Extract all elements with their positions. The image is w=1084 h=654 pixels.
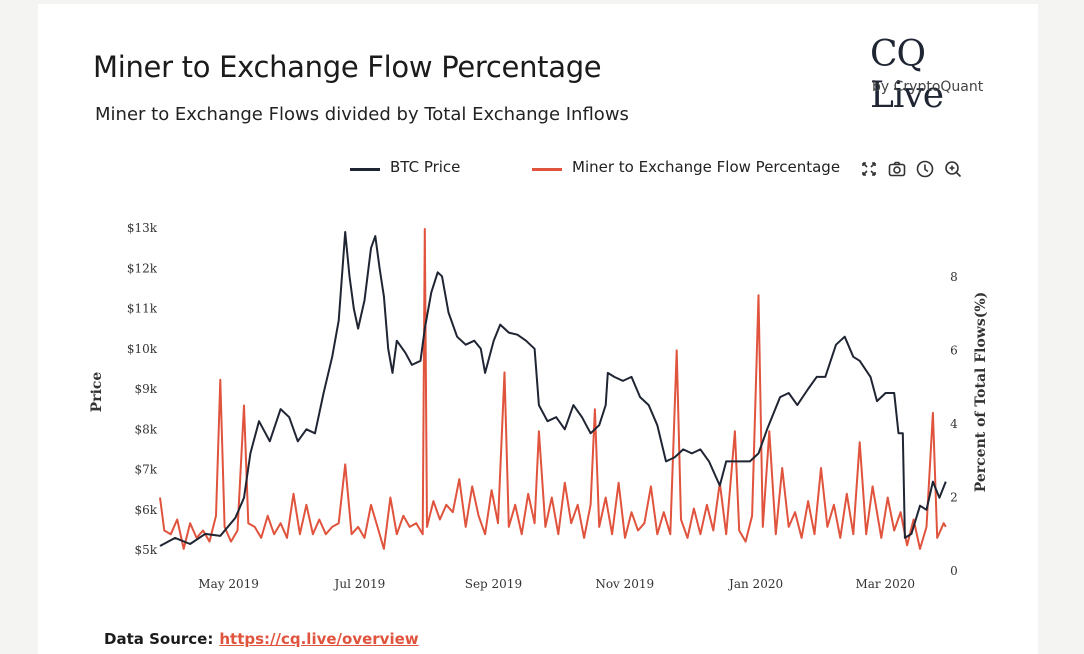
- y-left-tick-label: $10k: [127, 342, 158, 356]
- data-source-link[interactable]: https://cq.live/overview: [219, 630, 419, 648]
- data-source-label: Data Source:: [104, 630, 214, 648]
- y-right-tick-label: 2: [950, 490, 958, 504]
- y-left-tick-label: $9k: [134, 382, 157, 396]
- x-tick-label: Jul 2019: [333, 577, 386, 591]
- legend-label-flow-percentage: Miner to Exchange Flow Percentage: [572, 158, 841, 176]
- legend-swatch-flow-percentage: [532, 168, 562, 171]
- x-tick-label: May 2019: [198, 577, 259, 591]
- legend-label-btc-price: BTC Price: [390, 158, 461, 176]
- y-right-tick-label: 4: [950, 417, 958, 431]
- y-left-tick-label: $11k: [127, 302, 158, 316]
- camera-icon[interactable]: [886, 158, 908, 180]
- page-subtitle: Miner to Exchange Flows divided by Total…: [95, 104, 629, 125]
- chart-card: [38, 4, 1038, 654]
- y-left-tick-label: $8k: [134, 422, 157, 436]
- series-line-flow-percentage[interactable]: [159, 228, 947, 550]
- series-line-btc-price[interactable]: [159, 231, 947, 547]
- y-left-tick-label: $12k: [127, 261, 158, 275]
- x-tick-label: Nov 2019: [595, 577, 654, 591]
- y-axis-label-percent: Percent of Total Flows(%): [973, 292, 989, 493]
- x-tick-label: Sep 2019: [465, 577, 522, 591]
- data-source: Data Source: https://cq.live/overview: [104, 630, 419, 648]
- y-axis-label-price: Price: [89, 372, 105, 413]
- y-right-tick-label: 6: [950, 343, 958, 357]
- zoom-in-icon[interactable]: [942, 158, 964, 180]
- expand-icon[interactable]: [858, 158, 880, 180]
- cq-live-logo[interactable]: CQ Live by CryptoQuant: [868, 34, 998, 116]
- y-left-tick-label: $6k: [134, 503, 157, 517]
- clock-icon[interactable]: [914, 158, 936, 180]
- y-left-tick-label: $7k: [134, 463, 157, 477]
- chart-toolbar: [858, 158, 968, 180]
- page-title: Miner to Exchange Flow Percentage: [93, 50, 602, 84]
- logo-wordmark: CQ Live: [870, 34, 944, 116]
- y-right-tick-label: 8: [950, 270, 958, 284]
- x-tick-label: Mar 2020: [855, 577, 915, 591]
- y-left-tick-label: $5k: [134, 543, 157, 557]
- logo-byline: by CryptoQuant: [872, 79, 984, 95]
- legend-swatch-btc-price: [350, 168, 380, 171]
- y-left-tick-label: $13k: [127, 221, 158, 235]
- x-tick-label: Jan 2020: [727, 577, 783, 591]
- y-right-tick-label: 0: [950, 564, 958, 578]
